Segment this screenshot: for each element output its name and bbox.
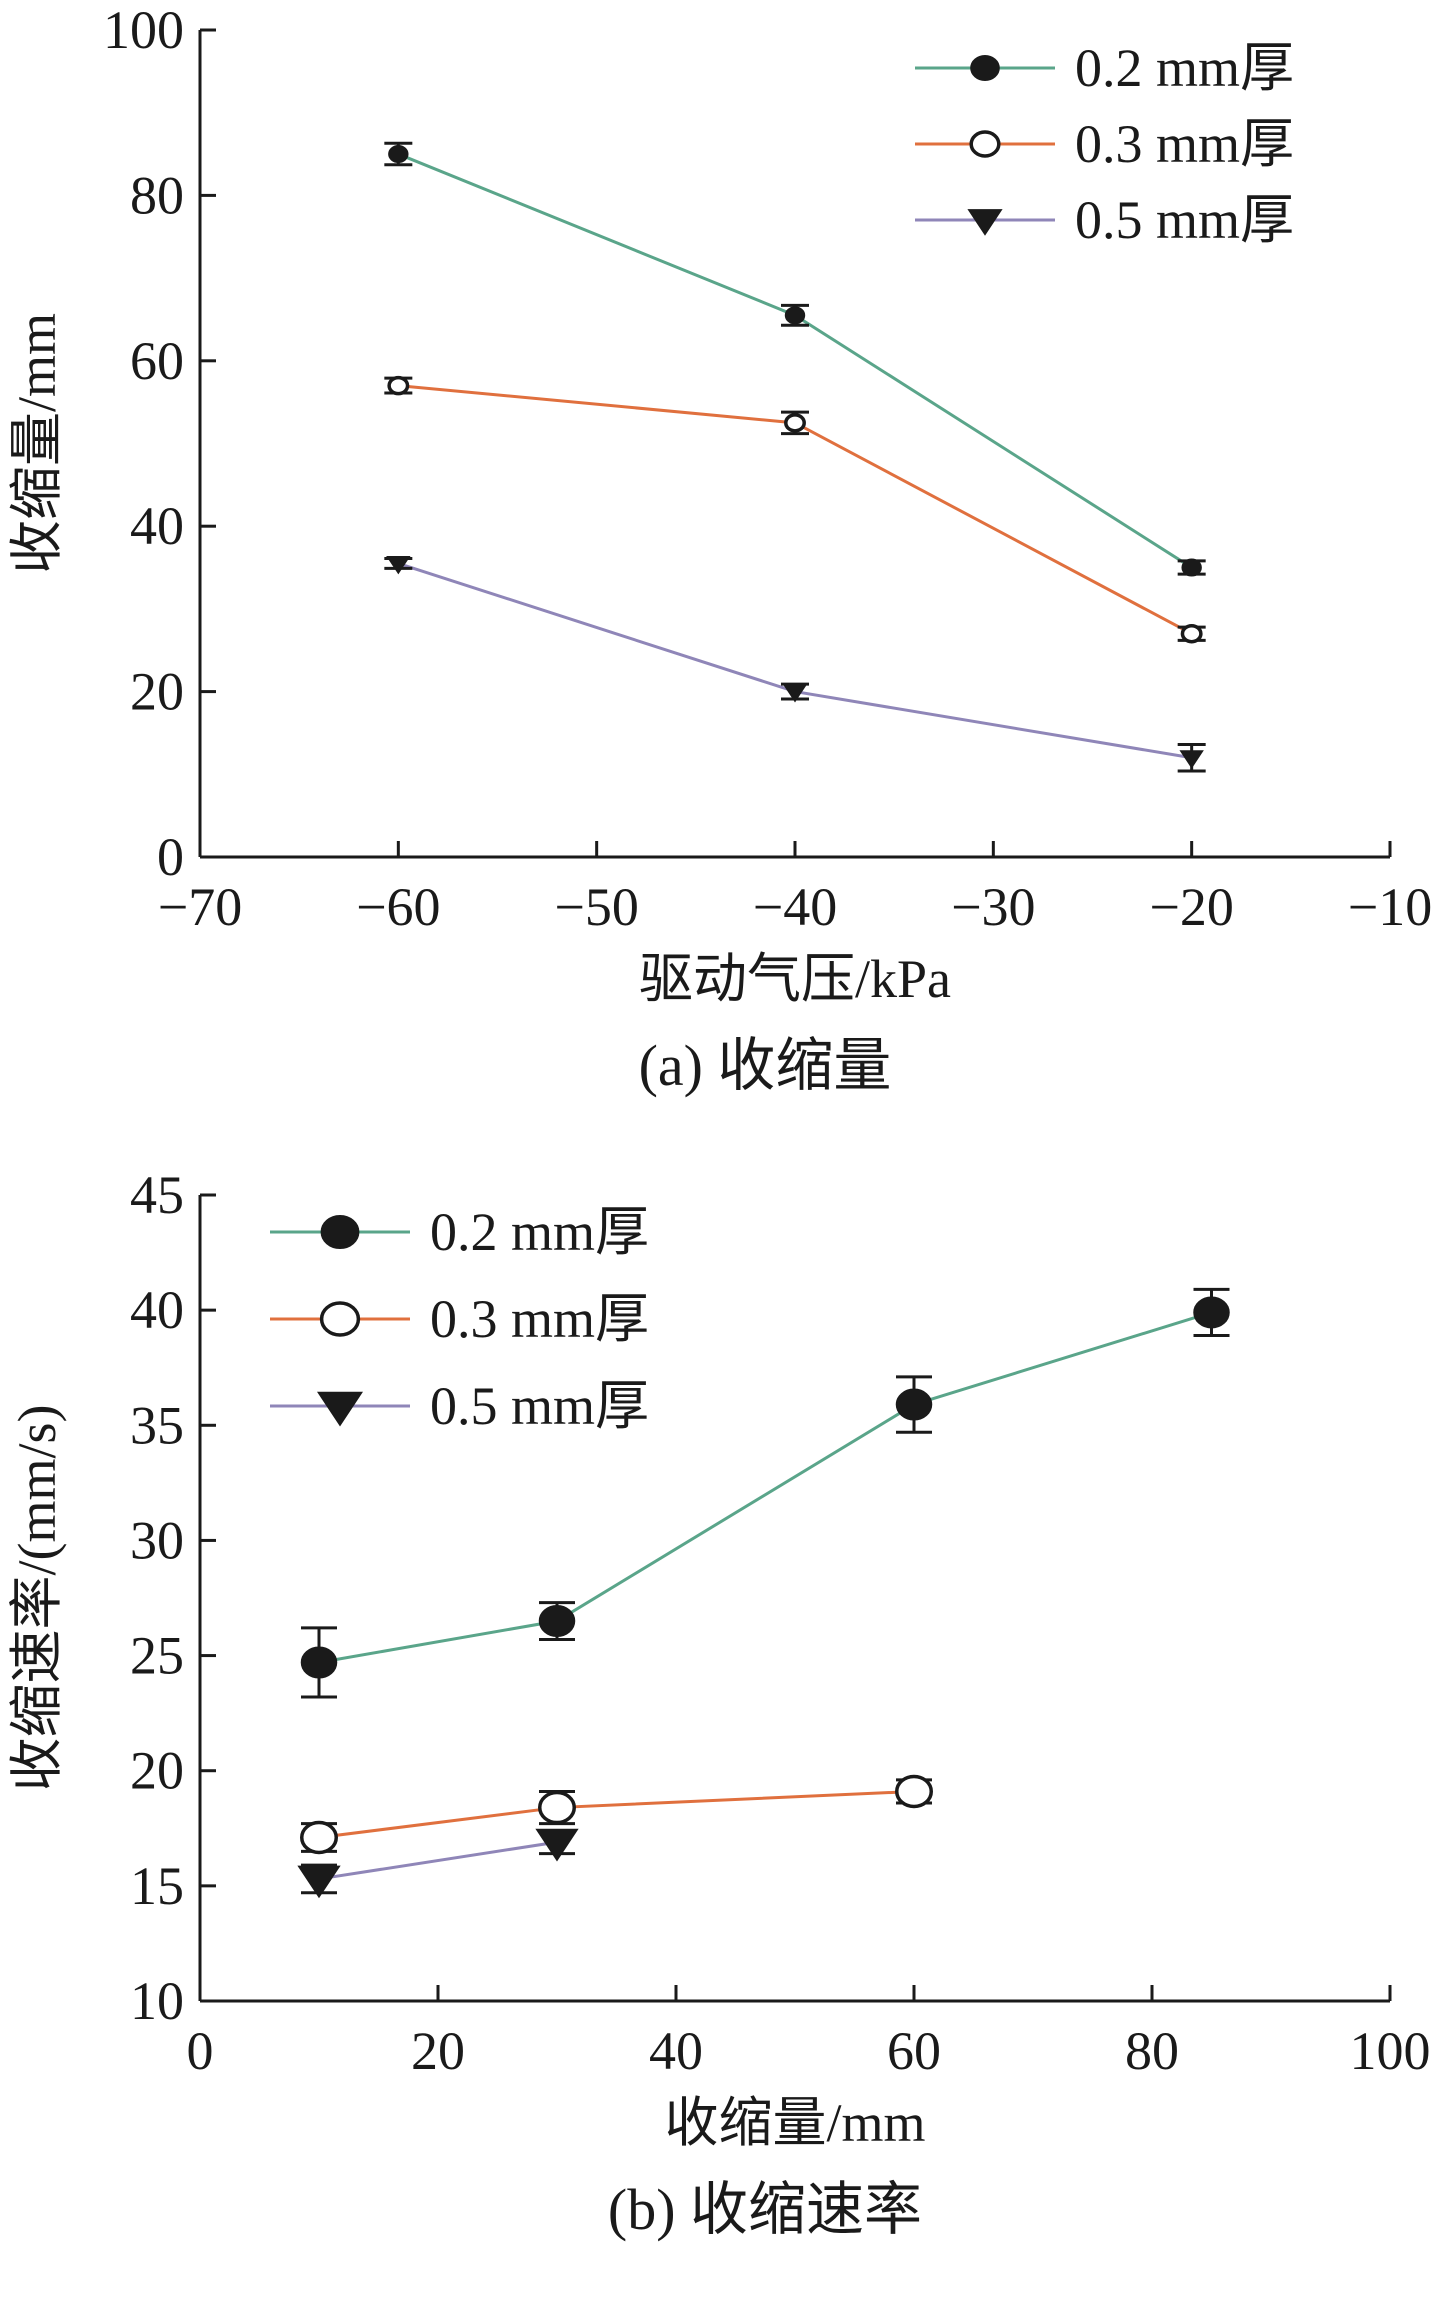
legend-label: 0.2 mm厚: [430, 1202, 649, 1262]
chart-b-shrink-rate: 10 15 20 25 30 35 40 45 0 20 40 60 80 100 收缩量/mm 收缩速率/(…: [7, 1165, 1431, 2242]
x-tick-label: −20: [1149, 877, 1233, 937]
series-0-2-mm: [384, 141, 1206, 577]
legend-marker: [319, 1301, 361, 1337]
chart-caption: (b) 收缩速率: [608, 2177, 922, 2242]
y-tick-label: 60: [130, 331, 184, 391]
series-0-5-mm: [384, 555, 1206, 773]
series-line: [318, 1789, 915, 1839]
y-tick-label: 45: [130, 1165, 184, 1225]
y-tick-label: 80: [130, 165, 184, 225]
data-point-marker: [895, 1388, 933, 1421]
data-point-marker: [1179, 750, 1204, 769]
x-tick-label: −10: [1348, 877, 1432, 937]
data-point-marker: [297, 1865, 341, 1899]
y-tick-label: 15: [130, 1856, 184, 1916]
series-line: [318, 1311, 1212, 1664]
data-point-marker: [386, 555, 411, 575]
legend-label: 0.5 mm厚: [1075, 190, 1294, 250]
x-tick-label: 20: [411, 2021, 465, 2081]
series-0-5-mm: [297, 1828, 579, 1899]
data-point-marker: [538, 1605, 576, 1638]
chart-a-shrinkage: 0 20 40 60 80 100 −70 −60 −50 −40 −30 −20 −10 驱动气压/kP…: [7, 0, 1432, 1098]
y-tick-label: 25: [130, 1626, 184, 1686]
series-line: [318, 1840, 558, 1881]
y-tick-label: 20: [130, 662, 184, 722]
legend-label: 0.3 mm厚: [430, 1289, 649, 1349]
x-tick-label: 60: [887, 2021, 941, 2081]
series-0-3-mm: [300, 1774, 933, 1855]
data-point-marker: [387, 375, 410, 396]
legend-marker: [967, 209, 1003, 236]
x-tick-label: −70: [158, 877, 242, 937]
data-point-marker: [784, 306, 806, 325]
data-point-marker: [1180, 623, 1203, 644]
data-point-marker: [895, 1774, 933, 1809]
y-axis-title: 收缩速率/(mm/s): [7, 1405, 67, 1792]
x-tick-label: −50: [554, 877, 638, 937]
data-point-marker: [538, 1790, 576, 1825]
legend-marker: [317, 1391, 363, 1427]
y-axis-title: 收缩量/mm: [7, 313, 67, 574]
x-tick-label: 100: [1350, 2021, 1431, 2081]
series-0-3-mm: [384, 375, 1206, 644]
x-tick-label: −60: [356, 877, 440, 937]
legend: 0.2 mm厚 0.3 mm厚 0.5 mm厚: [915, 38, 1294, 250]
data-point-marker: [1193, 1296, 1230, 1329]
data-point-marker: [388, 145, 409, 164]
legend-label: 0.3 mm厚: [1075, 114, 1294, 174]
y-tick-label: 40: [130, 1280, 184, 1340]
y-tick-label: 40: [130, 496, 184, 556]
legend-label: 0.5 mm厚: [430, 1376, 649, 1436]
legend: 0.2 mm厚 0.3 mm厚 0.5 mm厚: [270, 1202, 649, 1436]
series-line: [397, 561, 1192, 760]
legend-marker: [970, 55, 1000, 81]
y-tick-label: 30: [130, 1510, 184, 1570]
series-line: [397, 152, 1193, 569]
data-point-marker: [300, 1820, 338, 1855]
x-axis-title: 收缩量/mm: [664, 2093, 925, 2153]
data-point-marker: [300, 1646, 338, 1679]
x-tick-label: −30: [951, 877, 1035, 937]
data-point-marker: [782, 684, 808, 703]
y-tick-label: 100: [103, 0, 184, 60]
series-0-2-mm: [300, 1287, 1230, 1699]
legend-marker: [969, 130, 1001, 158]
y-tick-label: 0: [157, 827, 184, 887]
y-tick-label: 35: [130, 1395, 184, 1455]
data-point-marker: [535, 1828, 579, 1862]
x-tick-label: 40: [649, 2021, 703, 2081]
data-point-marker: [784, 413, 806, 433]
legend-label: 0.2 mm厚: [1075, 38, 1294, 98]
y-tick-label: 20: [130, 1741, 184, 1801]
x-axis-title: 驱动气压/kPa: [639, 949, 951, 1009]
legend-marker: [320, 1215, 360, 1249]
y-tick-label: 10: [130, 1971, 184, 2031]
data-point-marker: [1181, 558, 1202, 577]
chart-caption: (a) 收缩量: [639, 1033, 892, 1098]
x-tick-label: −40: [753, 877, 837, 937]
x-tick-label: 0: [187, 2021, 214, 2081]
x-tick-label: 80: [1125, 2021, 1179, 2081]
